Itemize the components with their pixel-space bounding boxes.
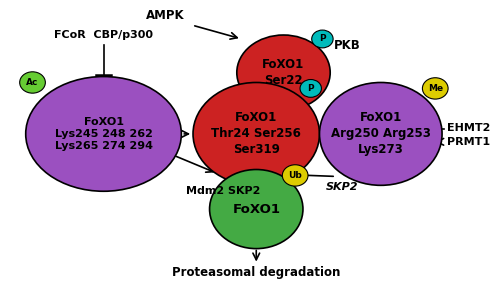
Text: FoXO1
Ser22: FoXO1 Ser22 bbox=[262, 58, 304, 87]
Text: FCoR  CBP/p300: FCoR CBP/p300 bbox=[54, 30, 153, 40]
Ellipse shape bbox=[20, 72, 46, 93]
Ellipse shape bbox=[26, 76, 182, 191]
Text: FoXO1
Arg250 Arg253
Lys273: FoXO1 Arg250 Arg253 Lys273 bbox=[331, 111, 430, 157]
Text: P: P bbox=[319, 34, 326, 43]
Text: P: P bbox=[308, 84, 314, 93]
Ellipse shape bbox=[282, 165, 308, 186]
Text: AMPK: AMPK bbox=[146, 9, 184, 22]
Ellipse shape bbox=[320, 82, 442, 185]
Ellipse shape bbox=[193, 82, 320, 185]
Text: Mdm2 SKP2: Mdm2 SKP2 bbox=[186, 186, 260, 196]
Ellipse shape bbox=[300, 80, 322, 97]
Text: SKP2: SKP2 bbox=[326, 182, 358, 192]
Text: EHMT2: EHMT2 bbox=[447, 123, 490, 133]
Text: FoXO1
Thr24 Ser256
Ser319: FoXO1 Thr24 Ser256 Ser319 bbox=[212, 111, 301, 157]
Text: PKB: PKB bbox=[334, 39, 361, 52]
Text: FoXO1: FoXO1 bbox=[232, 202, 280, 215]
Text: Ub: Ub bbox=[288, 171, 302, 180]
Ellipse shape bbox=[422, 78, 448, 99]
Ellipse shape bbox=[210, 169, 303, 249]
Ellipse shape bbox=[237, 35, 330, 110]
Text: Proteasomal degradation: Proteasomal degradation bbox=[172, 266, 340, 279]
Text: Me: Me bbox=[428, 84, 443, 93]
Text: Ac: Ac bbox=[26, 78, 38, 87]
Text: FoXO1
Lys245 248 262
Lys265 274 294: FoXO1 Lys245 248 262 Lys265 274 294 bbox=[54, 116, 152, 151]
Ellipse shape bbox=[312, 30, 333, 48]
Text: PRMT1: PRMT1 bbox=[447, 137, 490, 147]
